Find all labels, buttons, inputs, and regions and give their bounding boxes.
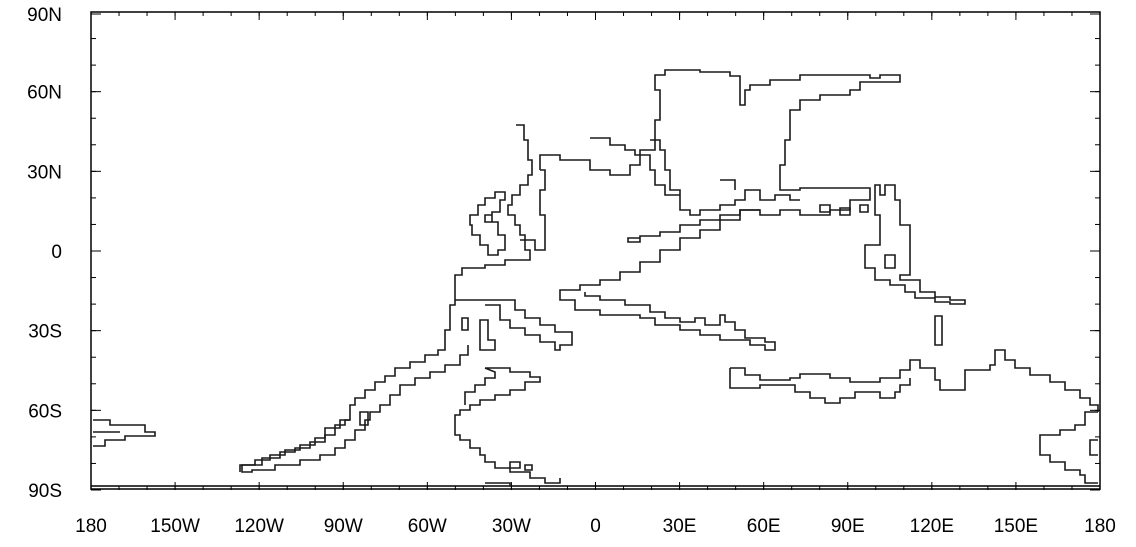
y-tick-label: 0 [51,242,62,263]
x-axis-labels: 180 150W 120W 90W 60W 30W 0 30E 60E 90E 120E 150E 18… [75,516,1116,537]
contour-atlantic-eurasia [520,69,901,251]
contour-southern-ocean [729,349,1099,412]
map-frame [90,11,1101,490]
y-tick-label: 30N [27,162,62,183]
x-tick-label: 180 [1084,516,1116,537]
x-tick-label: 60E [747,516,781,537]
y-tick-label: 90S [28,481,62,502]
y-tick-label: 30S [28,322,62,343]
x-tick-label: 90W [324,516,363,537]
contour-equatorial-band [559,209,776,351]
x-tick-label: 120E [910,516,954,537]
y-tick-label: 90N [27,5,62,26]
axis-ticks [90,11,1101,491]
x-tick-label: 180 [75,516,107,537]
contour-south-pacific-corner [1039,411,1098,484]
x-tick-label: 150W [150,516,200,537]
contour-maritime-continent [864,184,966,305]
contour-small-island [934,315,943,346]
contour-south-america [239,367,561,486]
y-tick-label: 60S [28,401,62,422]
x-tick-label: 30E [663,516,697,537]
x-tick-label: 150E [994,516,1038,537]
x-tick-label: 0 [590,516,601,537]
y-tick-label: 60N [27,83,62,104]
x-tick-label: 120W [234,516,284,537]
x-tick-label: 90E [831,516,865,537]
contour-east-asia [819,204,869,216]
y-axis-labels: 90N 60N 30N 0 30S 60S 90S [27,5,62,502]
contour-outlines [93,69,1099,486]
contour-central-america [469,191,506,256]
x-tick-label: 60W [408,516,447,537]
x-tick-label: 30W [492,516,531,537]
contour-eurasia-inner [590,137,800,216]
contour-far-west [93,419,156,447]
contour-americas [241,124,573,473]
